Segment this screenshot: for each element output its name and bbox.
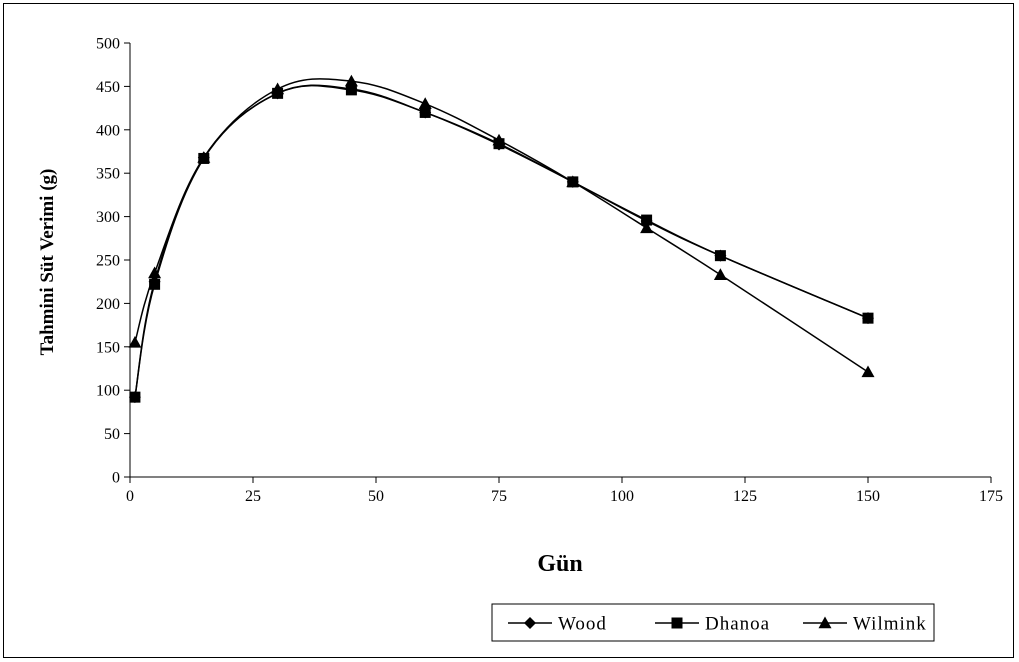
data-point xyxy=(149,278,161,290)
legend-entry-dhanoa: Dhanoa xyxy=(655,614,770,635)
y-axis-title: Tahmini Süt Verimi (g) xyxy=(37,169,58,356)
series-line xyxy=(134,84,869,398)
y-tick-label: 250 xyxy=(96,253,120,270)
series-line xyxy=(134,84,869,398)
series-layer xyxy=(128,74,875,404)
x-tick-label: 125 xyxy=(733,488,757,505)
y-tick-label: 500 xyxy=(96,36,120,53)
y-tick-label: 450 xyxy=(96,79,120,96)
x-tick-label: 0 xyxy=(126,488,134,505)
series-wilmink xyxy=(128,74,875,378)
legend-marker xyxy=(818,616,832,629)
y-tick-label: 0 xyxy=(112,470,120,487)
axes xyxy=(124,42,992,483)
series-line xyxy=(134,78,869,373)
legend-label: Dhanoa xyxy=(705,614,770,635)
series-dhanoa xyxy=(129,84,874,403)
data-point xyxy=(861,365,875,378)
y-tick-label: 100 xyxy=(96,383,120,400)
x-tick-label: 175 xyxy=(979,488,1003,505)
data-point xyxy=(862,312,874,324)
x-tick-label: 150 xyxy=(856,488,880,505)
y-tick-label: 50 xyxy=(104,426,120,443)
x-tick-label: 100 xyxy=(610,488,634,505)
series-wood xyxy=(128,83,874,404)
data-point xyxy=(344,74,358,87)
legend: Wood Dhanoa Wilmink xyxy=(491,603,935,642)
data-point xyxy=(129,391,141,403)
x-axis-title: Gün xyxy=(537,551,582,577)
legend-marker xyxy=(671,617,683,629)
data-point xyxy=(713,268,727,280)
data-point xyxy=(714,250,726,262)
legend-box xyxy=(491,603,935,642)
x-tick-label: 25 xyxy=(245,488,261,505)
data-point xyxy=(148,266,162,279)
data-point xyxy=(128,335,142,348)
data-point xyxy=(418,97,432,109)
x-tick-label: 75 xyxy=(491,488,507,505)
legend-marker xyxy=(524,617,536,629)
x-tick-label: 50 xyxy=(368,488,384,505)
data-point xyxy=(640,221,654,234)
data-point xyxy=(566,175,580,188)
data-point xyxy=(492,133,506,146)
y-tick-label: 300 xyxy=(96,209,120,226)
tick-labels: 0 50 100 150 200 250 300 350 400 450 500 0 25 50 75 100… xyxy=(96,36,1003,506)
legend-label: Wood xyxy=(558,614,607,635)
y-tick-label: 350 xyxy=(96,166,120,183)
data-point xyxy=(419,106,431,118)
data-point xyxy=(345,84,357,96)
legend-entry-wood: Wood xyxy=(508,614,607,635)
data-point xyxy=(197,151,211,163)
legend-label: Wilmink xyxy=(853,614,927,635)
data-point xyxy=(641,214,653,226)
y-tick-label: 400 xyxy=(96,122,120,139)
chart-frame xyxy=(3,3,1014,658)
y-tick-label: 200 xyxy=(96,296,120,313)
legend-entry-wilmink: Wilmink xyxy=(803,614,927,635)
data-point xyxy=(271,82,285,95)
y-tick-label: 150 xyxy=(96,339,120,356)
